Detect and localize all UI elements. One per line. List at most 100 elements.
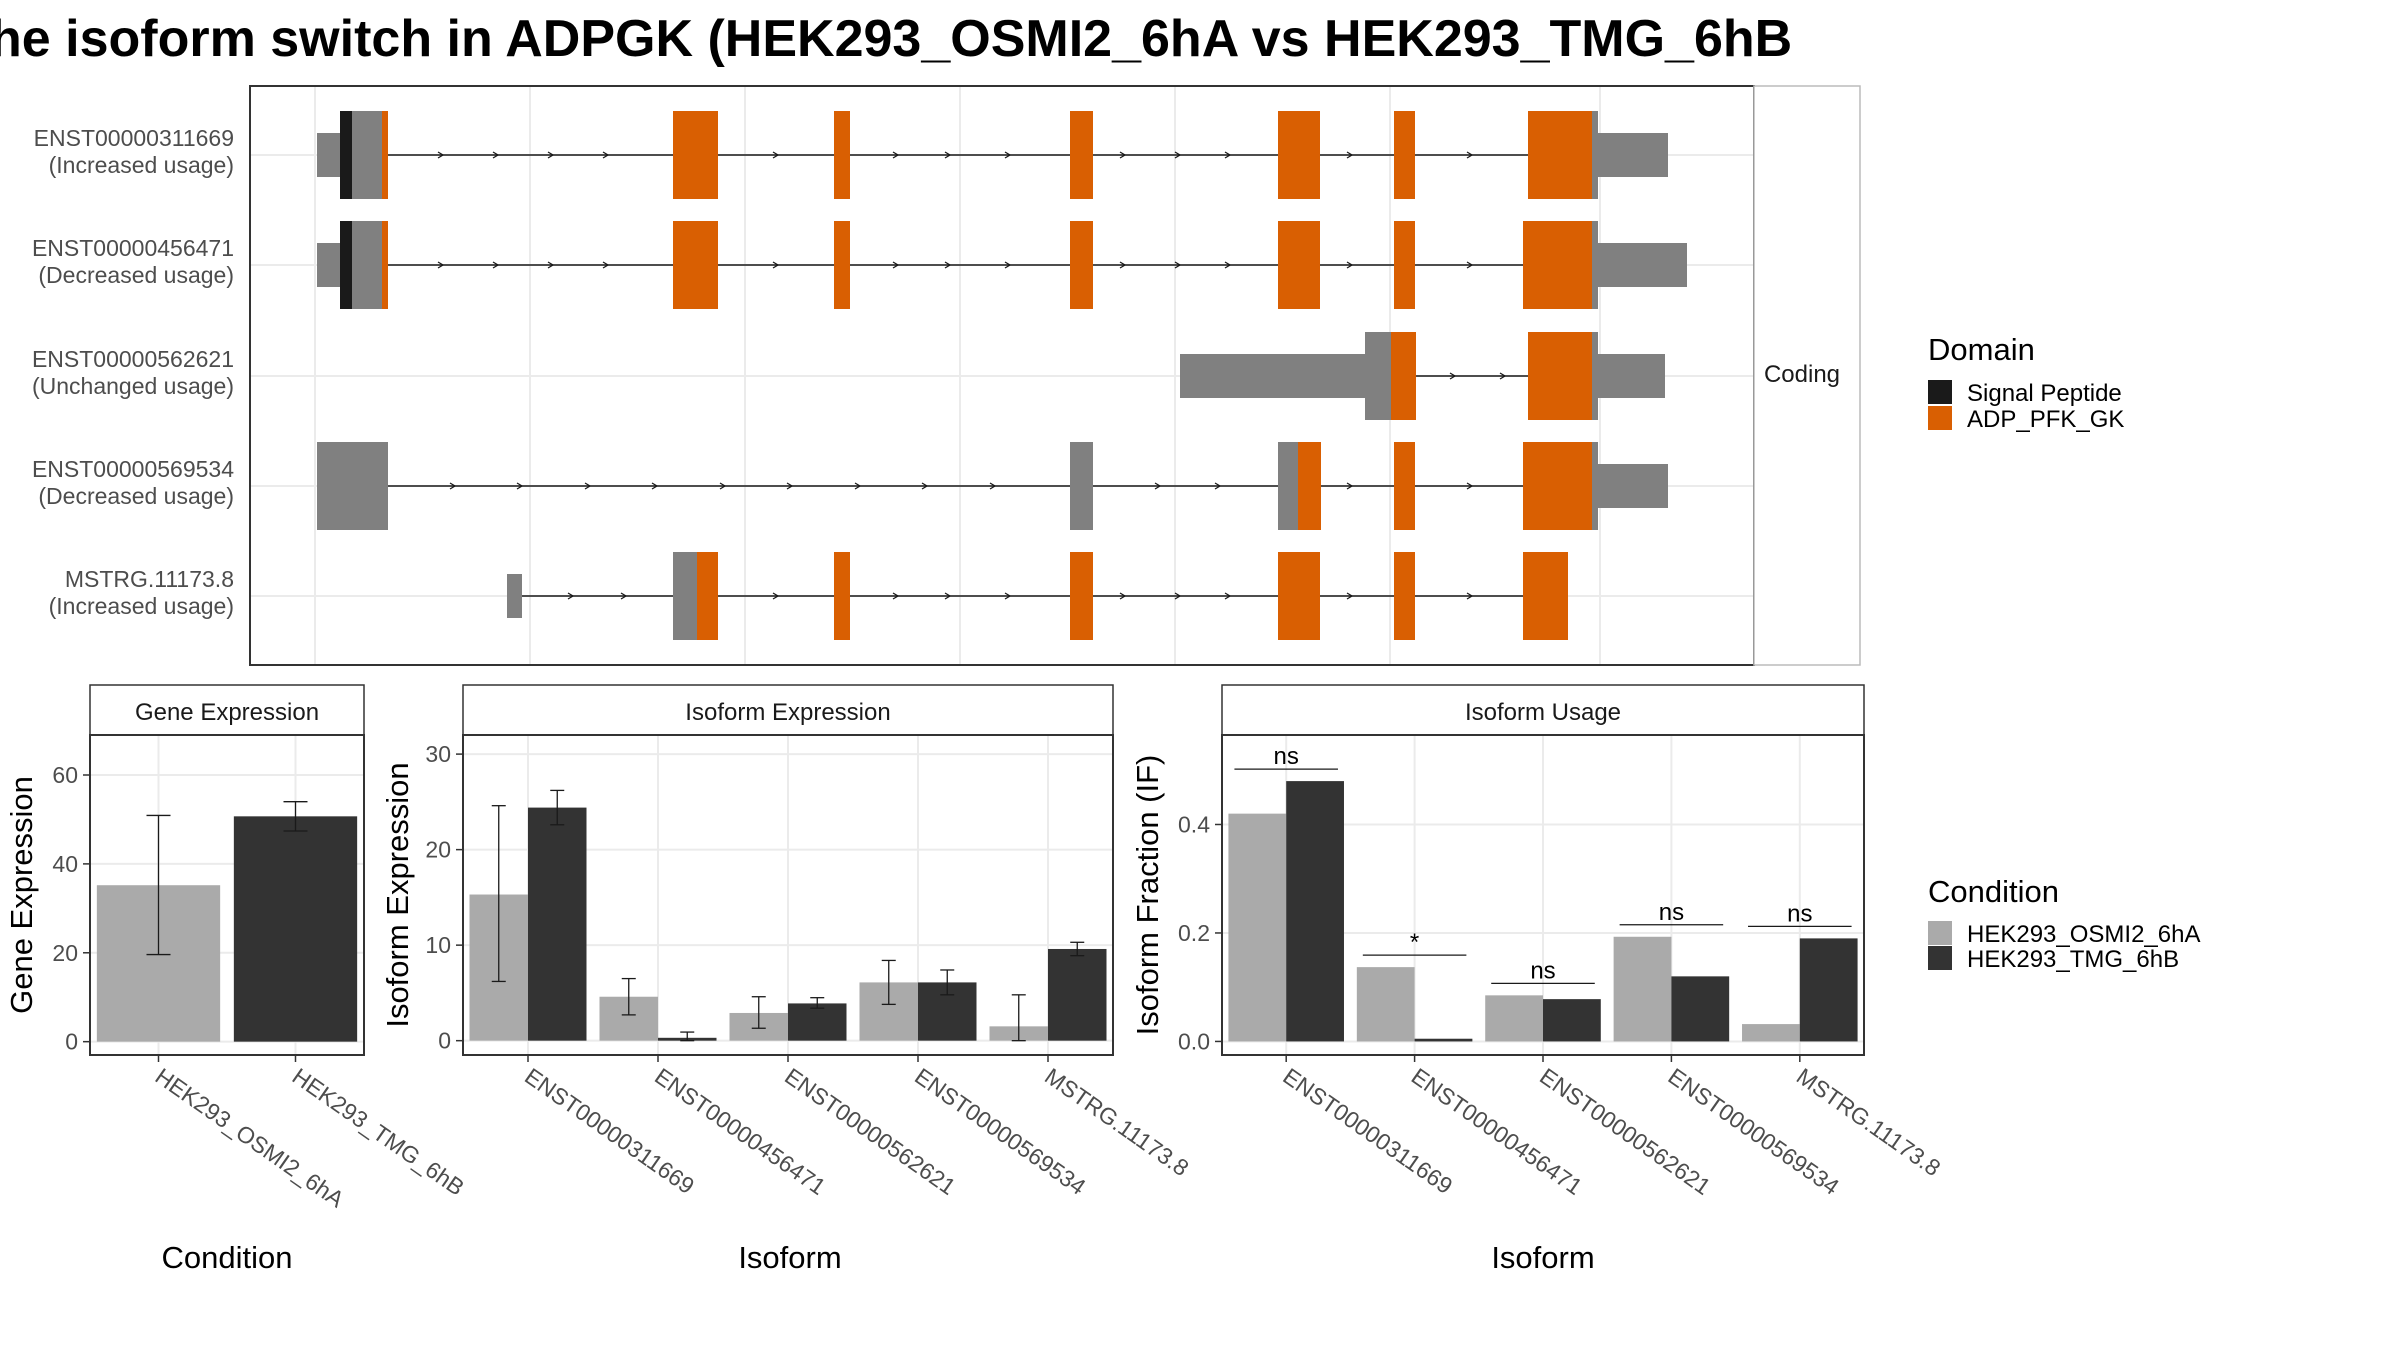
- panel-strip-label: Isoform Expression: [685, 699, 890, 726]
- strand-arrow: [1346, 151, 1354, 159]
- strand-arrow: [1004, 261, 1012, 269]
- significance-label: ns: [1787, 900, 1812, 927]
- utr-exon: [507, 574, 522, 618]
- transcript-track: [1180, 332, 1665, 420]
- adp-pfk-gk-domain: [1528, 332, 1592, 420]
- strand-arrow: [1174, 151, 1182, 159]
- y-tick-label: 0: [438, 1028, 451, 1054]
- expression-panels: Gene Expression0204060HEK293_OSMI2_6hAHE…: [4, 684, 1945, 1275]
- legend-label-cond-b: HEK293_TMG_6hB: [1967, 946, 2179, 973]
- strand-arrow: [1214, 482, 1222, 490]
- adp-pfk-gk-domain: [1394, 221, 1415, 309]
- strand-arrow: [651, 482, 659, 490]
- panel-strip: [1221, 684, 1865, 736]
- strand-arrow: [944, 261, 952, 269]
- strand-arrow: [1346, 261, 1354, 269]
- strand-arrow: [567, 592, 575, 600]
- transcript-id-label: ENST00000456471: [32, 235, 234, 261]
- legend-swatch-cond-a: [1928, 921, 1952, 945]
- strip-coding: [1753, 85, 1861, 666]
- legend-label-cond-a: HEK293_OSMI2_6hA: [1967, 921, 2200, 948]
- strand-arrow: [854, 482, 862, 490]
- strand-arrow: [892, 151, 900, 159]
- bar: [233, 816, 358, 1042]
- significance-label: ns: [1274, 743, 1299, 770]
- strand-arrow: [1466, 151, 1474, 159]
- adp-pfk-gk-domain: [1523, 442, 1592, 530]
- transcript-status-label: (Decreased usage): [38, 483, 234, 509]
- strand-arrow: [1119, 592, 1127, 600]
- strand-arrow: [492, 261, 500, 269]
- utr-exon: [1598, 354, 1665, 398]
- panel-strip-label: Isoform Usage: [1465, 699, 1621, 726]
- strand-arrow: [620, 592, 628, 600]
- strip-coding-label: Coding: [1764, 361, 1840, 388]
- x-axis-title: Isoform: [738, 1240, 841, 1275]
- legend-label-signal-peptide: Signal Peptide: [1967, 380, 2122, 407]
- adp-pfk-gk-domain: [1523, 552, 1568, 640]
- x-axis-title: Isoform: [1491, 1240, 1594, 1275]
- strand-arrow: [1466, 482, 1474, 490]
- utr-exon: [1598, 133, 1668, 177]
- adp-pfk-gk-domain: [1391, 332, 1416, 420]
- panel-strip: [462, 684, 1114, 736]
- y-tick-label: 0.0: [1178, 1028, 1210, 1054]
- strand-arrow: [1174, 261, 1182, 269]
- transcript-track: [317, 221, 1687, 309]
- strand-arrow: [719, 482, 727, 490]
- y-tick-label: 40: [52, 851, 78, 877]
- transcript-track: [317, 111, 1668, 199]
- bar: [1671, 976, 1730, 1042]
- y-axis-title: Gene Expression: [4, 776, 39, 1014]
- panel-gene-expression: Gene Expression0204060HEK293_OSMI2_6hAHE…: [4, 684, 469, 1275]
- y-tick-label: 0: [65, 1029, 78, 1055]
- signal-peptide-domain: [340, 221, 352, 309]
- adp-pfk-gk-domain: [1394, 552, 1415, 640]
- strand-arrow: [1224, 261, 1232, 269]
- strand-arrow: [1346, 592, 1354, 600]
- y-tick-label: 20: [425, 837, 451, 863]
- strand-arrow: [1119, 151, 1127, 159]
- transcript-status-label: (Increased usage): [49, 152, 234, 178]
- strand-arrow: [1224, 151, 1232, 159]
- transcript-tracks: [317, 111, 1687, 640]
- transcript-id-label: ENST00000562621: [32, 346, 234, 372]
- adp-pfk-gk-domain: [1394, 111, 1415, 199]
- adp-pfk-gk-domain: [673, 111, 718, 199]
- bar: [1485, 995, 1543, 1042]
- y-axis-title: Isoform Expression: [380, 762, 415, 1027]
- utr-exon: [1365, 332, 1391, 420]
- bar: [788, 1003, 847, 1041]
- strand-arrow: [1004, 592, 1012, 600]
- strand-arrow: [921, 482, 929, 490]
- strand-arrow: [772, 592, 780, 600]
- strand-arrow: [437, 261, 445, 269]
- utr-exon: [1598, 243, 1687, 287]
- adp-pfk-gk-domain: [382, 221, 388, 309]
- strand-arrow: [1004, 151, 1012, 159]
- adp-pfk-gk-domain: [1278, 552, 1320, 640]
- bar: [1228, 813, 1287, 1042]
- strand-arrow: [892, 592, 900, 600]
- condition-legend: Condition HEK293_OSMI2_6hA HEK293_TMG_6h…: [1928, 874, 2200, 973]
- strand-arrow: [944, 151, 952, 159]
- significance-label: ns: [1659, 899, 1684, 926]
- utr-exon: [352, 221, 382, 309]
- utr-exon: [1180, 354, 1365, 398]
- y-tick-label: 60: [52, 762, 78, 788]
- signal-peptide-domain: [340, 111, 352, 199]
- strand-arrow: [602, 261, 610, 269]
- strand-arrow: [437, 151, 445, 159]
- bar: [528, 807, 587, 1041]
- strand-arrow: [772, 261, 780, 269]
- adp-pfk-gk-domain: [1278, 111, 1320, 199]
- strand-arrow: [492, 151, 500, 159]
- y-tick-label: 10: [425, 932, 451, 958]
- strand-arrow: [1119, 261, 1127, 269]
- utr-exon: [1592, 221, 1598, 309]
- adp-pfk-gk-domain: [697, 552, 718, 640]
- utr-exon: [1070, 442, 1093, 530]
- x-axis-title: Condition: [162, 1240, 293, 1275]
- utr-exon: [1278, 442, 1298, 530]
- adp-pfk-gk-domain: [1528, 111, 1592, 199]
